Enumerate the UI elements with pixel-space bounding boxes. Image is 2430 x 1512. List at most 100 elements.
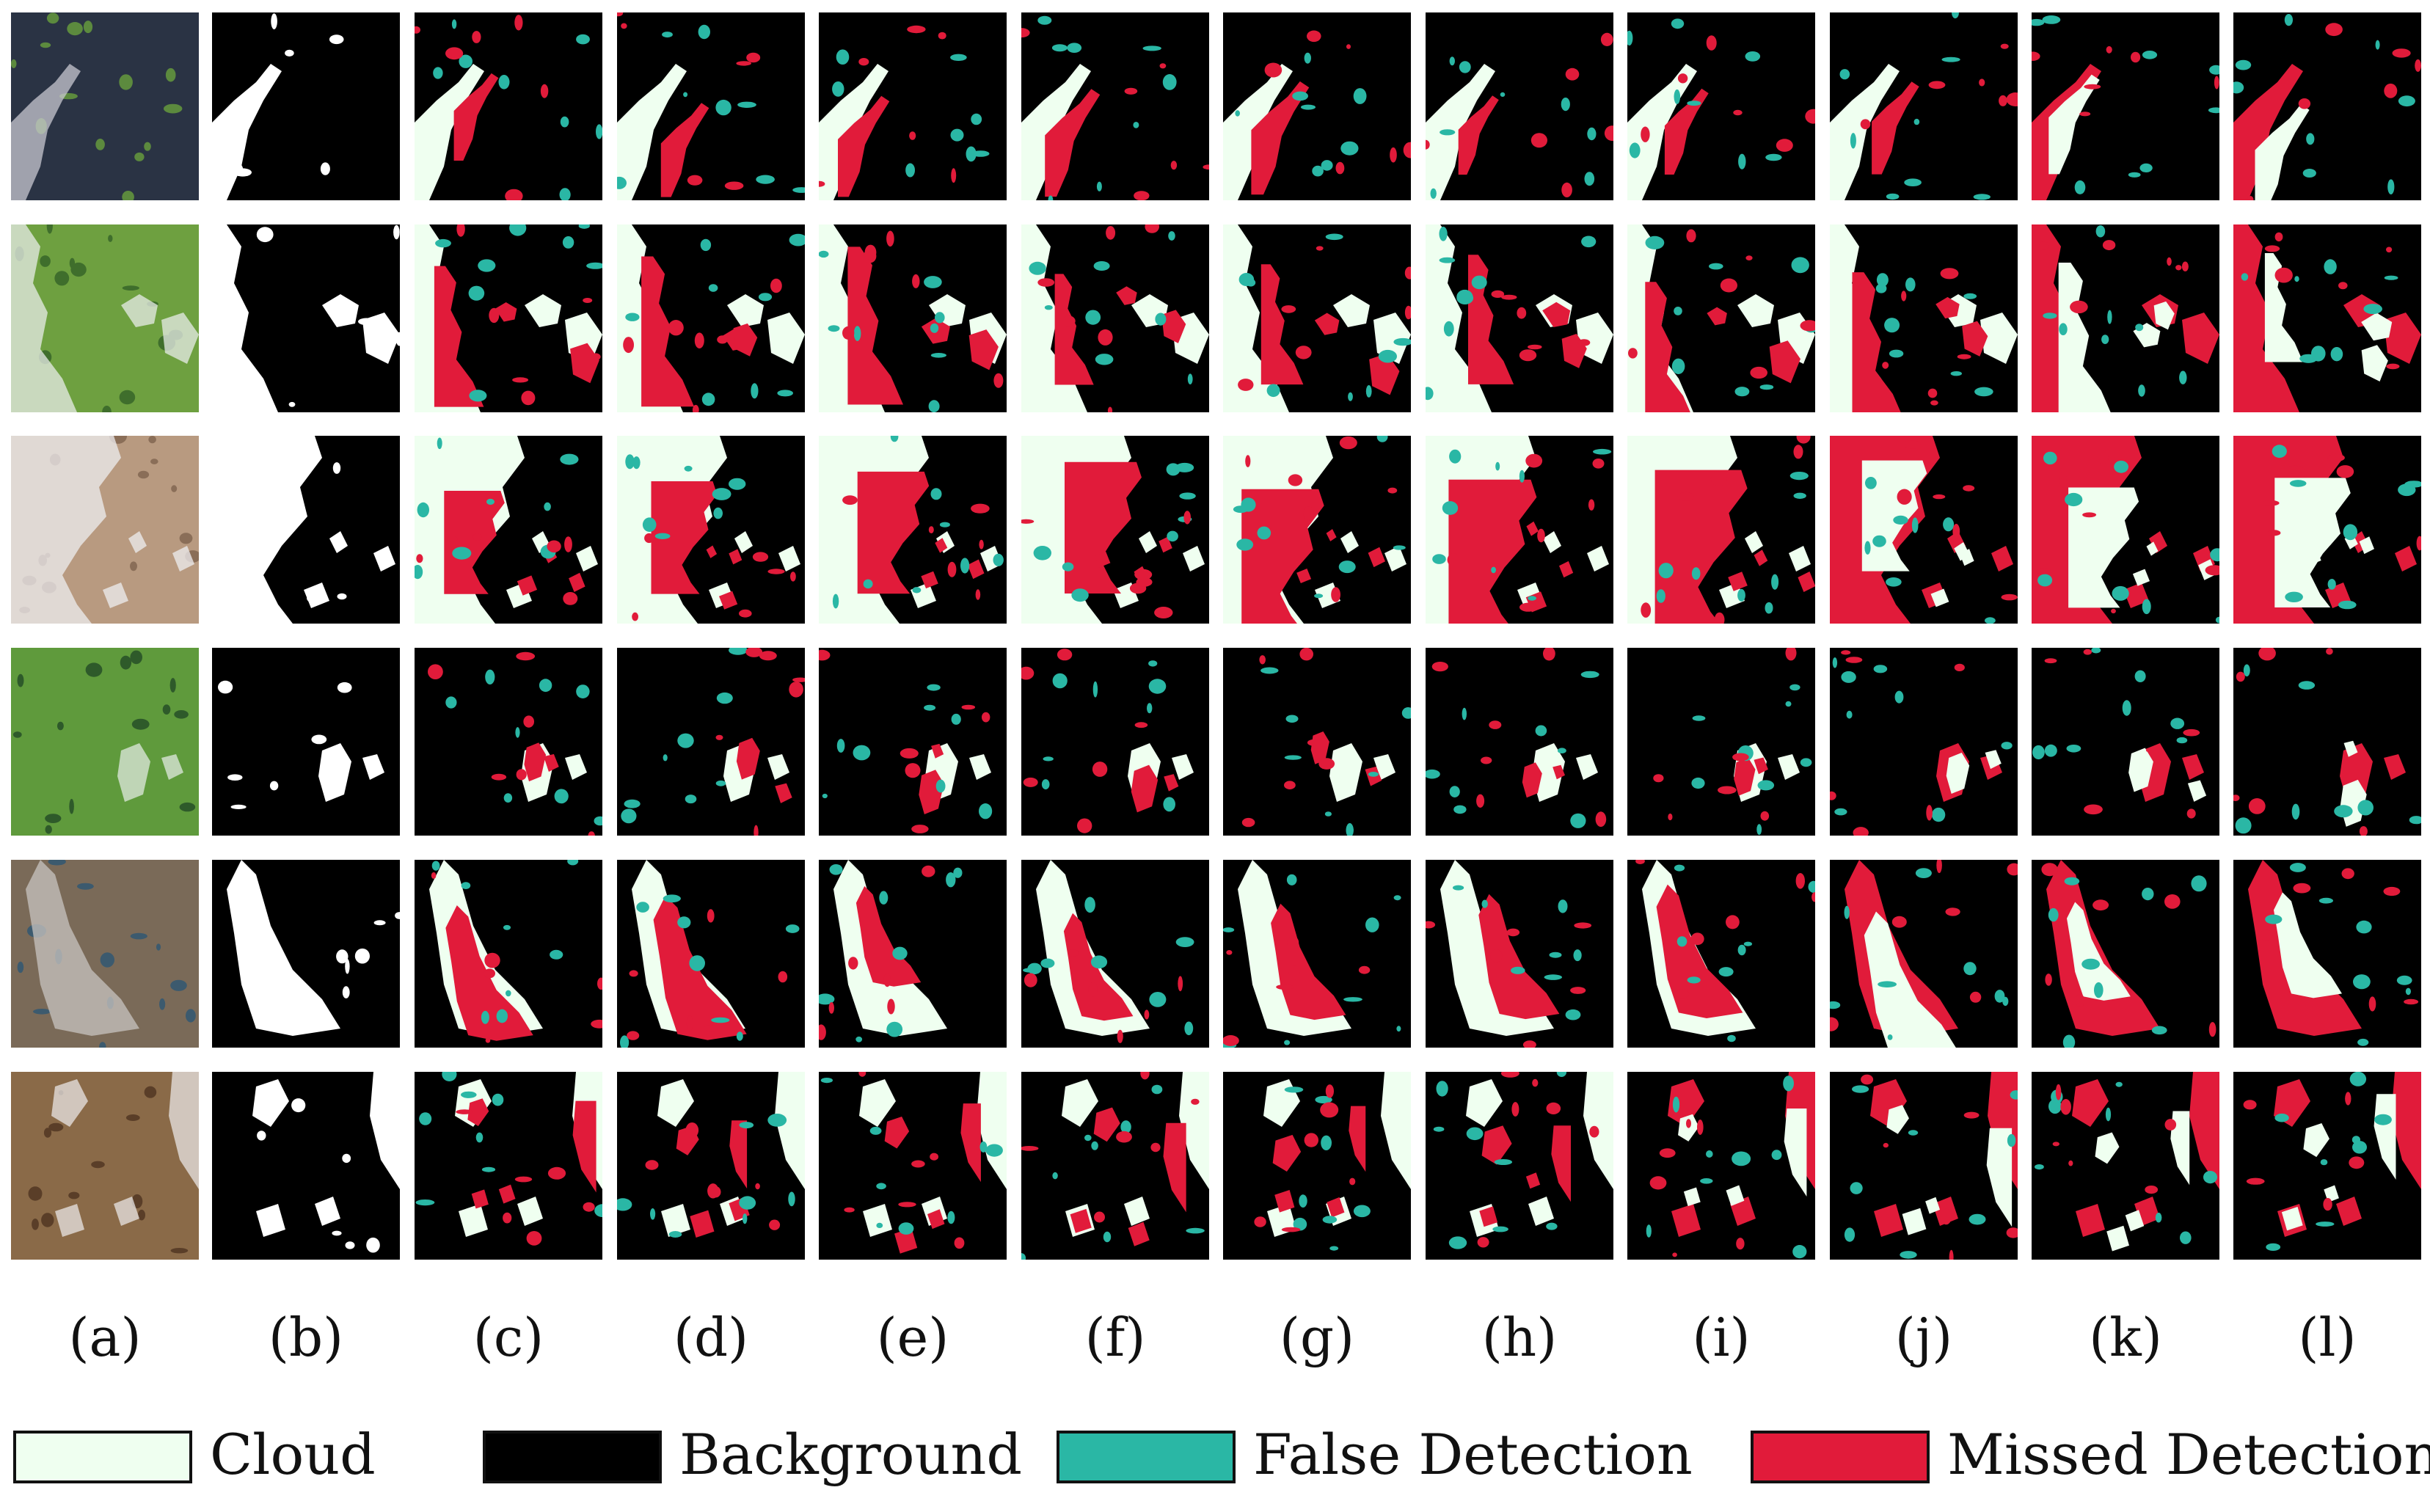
missed-detection-speck (1710, 471, 1727, 486)
missed-detection-speck (724, 181, 744, 190)
missed-detection-speck (1335, 161, 1345, 175)
cloud-region (1373, 754, 1395, 780)
false-detection-speck (1544, 974, 1562, 980)
cloud-region (2076, 1204, 2105, 1237)
detection-overlap (2281, 1207, 2303, 1231)
false-detection-speck (2241, 273, 2249, 281)
missed-detection-speck (1677, 492, 1694, 501)
detection-overlap (471, 1189, 489, 1209)
false-detection-speck (2179, 370, 2187, 384)
false-detection-speck (2007, 1133, 2016, 1147)
false-detection-speck (1343, 997, 1362, 1002)
detection-overlap (1864, 911, 1956, 1048)
missed-detection-speck (1506, 928, 1520, 937)
false-detection-speck (2010, 1090, 2018, 1100)
land-patch (150, 459, 158, 464)
missed-detection-speck (1447, 553, 1459, 566)
detection-overlap (857, 471, 930, 594)
false-detection-speck (431, 861, 440, 871)
false-detection-speck (1950, 371, 1962, 376)
false-detection-speck (1179, 492, 1196, 500)
false-detection-speck (2375, 40, 2380, 50)
false-detection-speck (869, 1126, 882, 1135)
missed-detection-speck (2267, 530, 2281, 536)
missed-detection-speck (1853, 827, 1869, 836)
cloud-region (1532, 743, 1565, 802)
missed-detection-speck (2246, 1177, 2265, 1185)
false-detection-speck (1443, 321, 1454, 337)
detection-overlap (1664, 88, 1709, 175)
cloud-haze (103, 582, 128, 608)
detection-overlap (1448, 479, 1537, 624)
false-detection-speck (2357, 1038, 2369, 1046)
false-detection-speck (2298, 681, 2316, 690)
missed-detection-speck (1952, 524, 1960, 539)
false-detection-speck (1985, 617, 1996, 624)
false-detection-speck (1587, 127, 1597, 141)
missed-detection-speck (1491, 290, 1505, 298)
missed-detection-speck (2000, 43, 2009, 49)
detection-overlap (570, 343, 599, 384)
false-detection-speck (481, 1010, 489, 1024)
cloud-region (2395, 546, 2417, 571)
false-detection-speck (1745, 51, 1761, 62)
false-detection-speck (2324, 259, 2337, 274)
false-detection-speck (2363, 304, 2382, 315)
missed-detection-speck (617, 12, 624, 17)
missed-detection-speck (842, 326, 855, 340)
land-patch (137, 470, 150, 479)
false-detection-speck (625, 313, 640, 321)
land-patch (91, 1161, 105, 1169)
false-detection-speck (1432, 554, 1446, 564)
false-detection-speck (594, 1204, 602, 1218)
false-detection-speck (1041, 779, 1050, 790)
missed-detection-speck (447, 536, 458, 543)
detection-overlap (1458, 95, 1499, 175)
legend-label-false-detection: False Detection (1253, 1422, 1693, 1487)
result-background (415, 1072, 602, 1260)
detection-overlap (1946, 753, 1970, 794)
cloud-region (1745, 531, 1763, 553)
mask-cloud-speck (230, 804, 247, 809)
cloud-region (734, 531, 753, 553)
detection-overlap (1798, 571, 1815, 593)
detection-overlap (967, 559, 985, 580)
mask-cloud-speck (332, 1230, 342, 1236)
detection-result-tile (819, 1072, 1007, 1260)
missed-detection-speck (1811, 892, 1815, 902)
missed-detection-speck (1745, 255, 1753, 260)
missed-detection-speck (1287, 935, 1299, 949)
detection-overlap (1962, 321, 1988, 357)
false-detection-speck (713, 507, 723, 519)
detection-result-tile (617, 12, 805, 200)
false-detection-speck (1067, 43, 1082, 53)
missed-detection-speck (2044, 658, 2057, 664)
mask-cloud-region (227, 860, 340, 1036)
missed-detection-speck (2145, 1186, 2159, 1194)
false-detection-speck (617, 176, 627, 189)
missed-detection-speck (2102, 240, 2116, 251)
missed-detection-speck (1926, 805, 1933, 821)
cloud-region (1384, 546, 1406, 571)
mask-cloud-region (329, 531, 348, 553)
missed-detection-speck (2070, 300, 2088, 314)
false-detection-speck (1700, 1178, 1713, 1184)
missed-detection-speck (526, 1231, 542, 1246)
false-detection-speck (1037, 15, 1052, 25)
missed-detection-speck (1094, 1211, 1105, 1223)
land-patch (169, 678, 176, 693)
false-detection-speck (2122, 700, 2131, 716)
satellite-image-tile (11, 1072, 199, 1260)
cloud-region (778, 546, 800, 571)
false-detection-speck (625, 454, 635, 470)
mask-cloud-speck (227, 774, 243, 781)
missed-detection-speck (627, 1031, 640, 1040)
detection-overlap (1754, 549, 1768, 566)
missed-detection-speck (1178, 976, 1183, 992)
mask-cloud-region (212, 224, 278, 412)
false-detection-speck (2284, 14, 2293, 26)
detection-overlap (1559, 560, 1574, 578)
missed-detection-speck (2274, 267, 2293, 283)
false-detection-speck (822, 793, 828, 799)
detection-overlap (729, 549, 742, 565)
